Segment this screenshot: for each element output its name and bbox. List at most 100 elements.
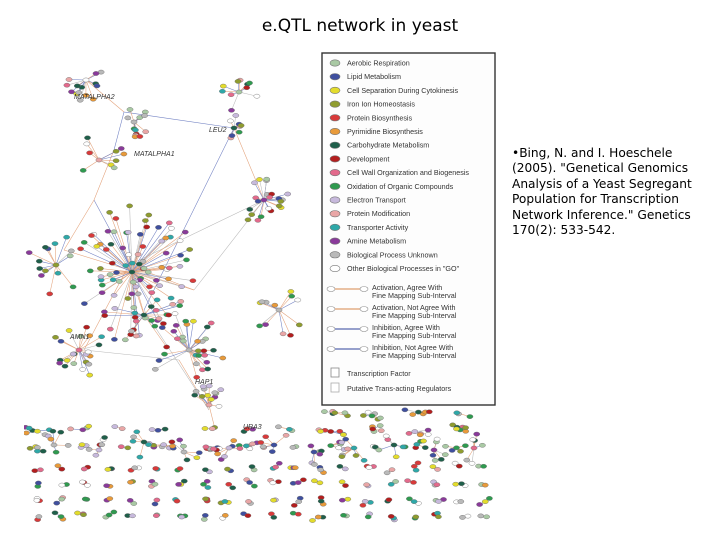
network-node [208,426,216,432]
network-node [200,348,208,354]
network-node [317,467,325,473]
network-node [173,498,181,504]
network-node [145,212,153,218]
legend-edge-target-icon [359,326,369,332]
network-node [286,426,293,432]
network-node [201,426,209,431]
network-node [433,482,441,488]
network-node [441,452,449,457]
network-node [174,336,181,342]
network-node [154,427,162,433]
network-node [412,467,420,473]
network-node [122,337,129,343]
network-node [139,244,147,249]
legend-swatch-icon [329,210,341,218]
network-node [476,502,483,507]
network-node [99,282,106,288]
network-node [181,229,189,235]
legend-swatch-icon [329,265,341,273]
network-node [338,497,346,503]
network-node [401,407,409,413]
network-nodes [24,69,493,523]
network-edge [278,296,292,311]
network-node [294,297,302,303]
network-node [316,451,324,457]
network-node [186,247,193,252]
legend-edge-source-icon [326,306,336,312]
network-node [260,197,268,203]
network-node [221,513,229,518]
network-node [176,303,183,308]
legend-category-label: Other Biological Processes in "GO" [347,264,460,273]
network-edge [188,349,197,364]
network-node [194,338,201,344]
network-node [152,466,159,471]
network-node [129,438,137,444]
network-node [132,127,139,133]
network-node [201,352,208,358]
network-node [257,440,265,445]
network-node [392,454,400,460]
network-node [204,485,212,490]
network-edge [66,79,87,86]
network-node [377,428,385,434]
network-node [93,243,101,249]
network-edge [278,309,300,326]
network-node [87,268,94,274]
network-node [144,269,152,275]
network-node [81,496,89,502]
network-node [192,388,200,394]
network-node [340,512,347,518]
network-node [236,446,244,451]
network-node [25,250,33,255]
network-node [69,351,77,357]
network-node [435,514,442,520]
network-edge [139,441,145,458]
gene-label-leu2: LEU2 [209,127,227,134]
network-node [124,115,132,121]
network-node [92,452,100,458]
network-node [224,466,231,472]
network-edge [101,271,133,281]
network-node [110,229,118,235]
network-node [84,135,91,141]
network-node [416,432,424,438]
network-node [180,443,187,449]
network-node [52,334,59,340]
network-node [47,436,55,442]
network-node [118,426,126,431]
network-edge [131,252,167,273]
network-node [202,496,209,502]
network-node [338,439,346,445]
network-node [176,238,184,243]
legend-frame [321,52,496,406]
network-node [317,498,325,504]
network-node [210,347,217,353]
network-node [228,108,235,113]
network-node [158,325,166,330]
network-edge [104,314,145,316]
network-node [275,307,283,313]
network-node [382,433,390,439]
legend-category-label: Transporter Activity [347,223,409,232]
network-node [399,444,407,450]
network-node [191,392,198,398]
network-node [180,478,188,484]
network-node [124,229,132,235]
network-node [77,333,84,339]
network-node [42,244,49,250]
network-node [338,454,346,459]
network-edge [54,243,57,266]
network-node [452,481,460,487]
slide-title: e.QTL network in yeast [261,16,459,36]
network-node [158,238,166,244]
network-node [165,312,172,318]
network-node [201,513,209,518]
legend-swatch-icon [329,251,341,259]
network-node [75,347,83,353]
network-node [481,499,489,504]
network-node [132,333,140,339]
network-edge [174,313,190,351]
network-node [284,191,292,197]
network-node [111,424,119,429]
